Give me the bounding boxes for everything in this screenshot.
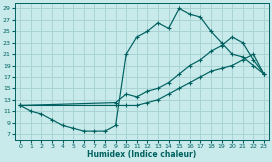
X-axis label: Humidex (Indice chaleur): Humidex (Indice chaleur) [88,150,197,159]
